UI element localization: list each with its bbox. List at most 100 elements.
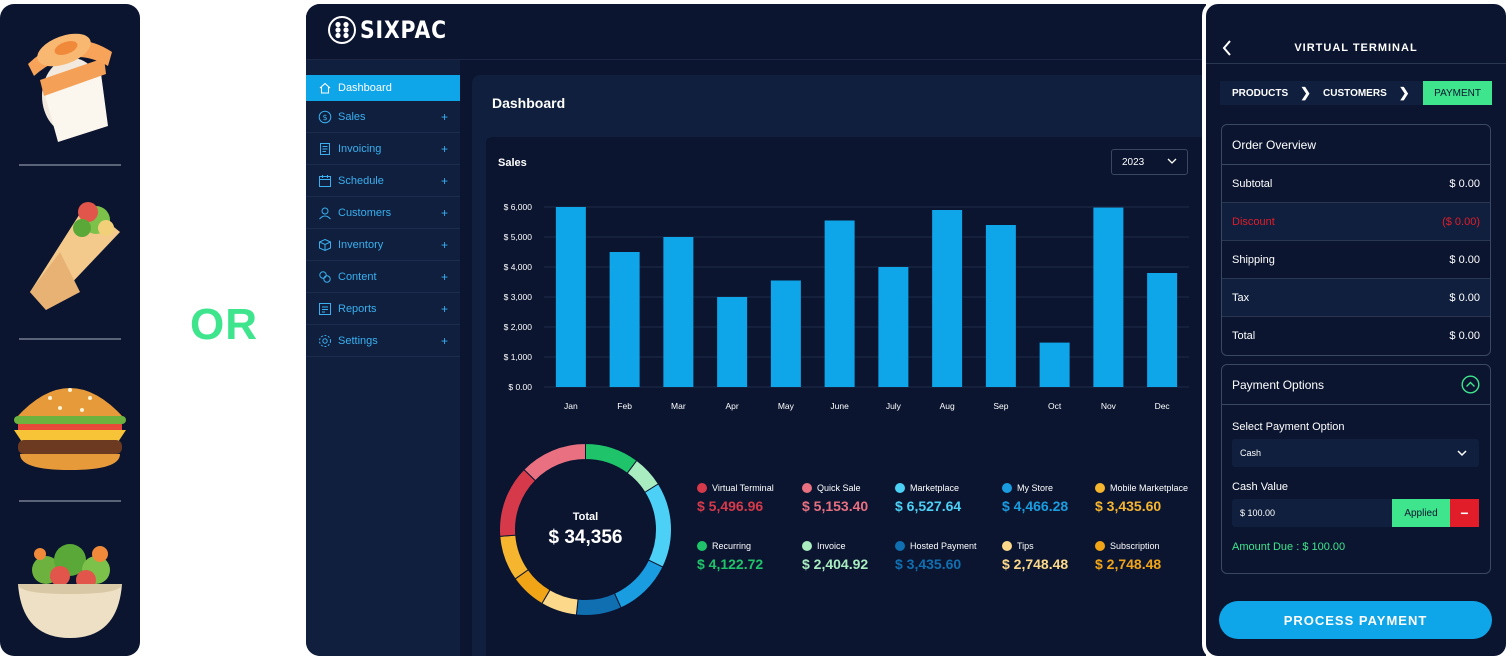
bar-oct[interactable]	[1039, 342, 1070, 387]
collapse-icon[interactable]	[1461, 375, 1480, 394]
y-tick-label: $ 0.00	[508, 382, 532, 392]
content-icon	[319, 270, 331, 283]
x-tick-label: Jan	[564, 401, 578, 411]
sidebar-item-schedule[interactable]: Schedule +	[306, 165, 460, 197]
chevron-right-icon: ❯	[1300, 85, 1312, 100]
bar-june[interactable]	[824, 220, 855, 388]
cash-value-input[interactable]: $ 100.00	[1232, 499, 1392, 527]
step-payment[interactable]: PAYMENT	[1423, 81, 1492, 105]
food-column	[0, 4, 140, 656]
logo[interactable]: SIXPAC	[328, 16, 462, 44]
bar-apr[interactable]	[717, 297, 748, 387]
tax-value: $ 0.00	[1449, 291, 1480, 304]
expand-icon[interactable]: +	[440, 141, 448, 156]
y-tick-label: $ 4,000	[504, 262, 533, 272]
subtotal-value: $ 0.00	[1449, 177, 1480, 190]
select-payment-label: Select Payment Option	[1232, 421, 1345, 433]
legend-label: Marketplace	[910, 483, 960, 493]
legend-value: $ 2,748.48	[1002, 556, 1069, 572]
legend-dot	[895, 541, 905, 551]
x-tick-label: Nov	[1101, 401, 1117, 411]
expand-icon[interactable]: +	[440, 205, 448, 220]
x-tick-label: Oct	[1048, 401, 1062, 411]
sidebar-item-reports[interactable]: Reports +	[306, 293, 460, 325]
x-tick-label: Dec	[1155, 401, 1171, 411]
top-bar: SIXPAC	[306, 4, 1206, 60]
sidebar-item-label: Inventory	[338, 238, 384, 251]
expand-icon[interactable]: +	[440, 333, 448, 348]
legend-item: Quick Sale $ 5,153.40	[802, 483, 912, 514]
shipping-value: $ 0.00	[1449, 253, 1480, 266]
step-products[interactable]: PRODUCTS	[1232, 87, 1289, 99]
expand-icon[interactable]: +	[440, 301, 448, 316]
legend-name: Virtual Terminal	[697, 483, 807, 493]
applied-button[interactable]: Applied	[1392, 499, 1450, 527]
donut-svg	[499, 442, 672, 616]
sidebar-item-dashboard[interactable]: Dashboard	[306, 75, 460, 101]
report-icon	[319, 302, 331, 315]
burger-image	[0, 348, 140, 498]
bar-sep[interactable]	[985, 225, 1016, 387]
sidebar-item-label: Dashboard	[338, 82, 392, 94]
bar-may[interactable]	[770, 280, 801, 388]
legend-item: Invoice $ 2,404.92	[802, 541, 912, 572]
virtual-terminal: VIRTUAL TERMINAL PRODUCTS ❯ CUSTOMERS ❯ …	[1202, 0, 1510, 660]
sixpac-logo-icon	[328, 16, 356, 44]
legend-label: Hosted Payment	[910, 541, 977, 551]
chevron-right-icon: ❯	[1398, 85, 1410, 100]
bar-nov[interactable]	[1093, 207, 1124, 387]
legend-label: Mobile Marketplace	[1110, 483, 1189, 493]
sidebar-item-invoicing[interactable]: Invoicing +	[306, 133, 460, 165]
sidebar-item-label: Customers	[338, 206, 392, 219]
bar-jan[interactable]	[555, 207, 586, 387]
sidebar-item-settings[interactable]: Settings +	[306, 325, 460, 357]
x-tick-label: July	[886, 401, 902, 411]
expand-icon[interactable]: +	[440, 269, 448, 284]
back-arrow-icon[interactable]	[1220, 38, 1234, 58]
donut-slice-quick-sale[interactable]	[523, 442, 586, 482]
y-tick-label: $ 3,000	[504, 292, 533, 302]
payment-options-header[interactable]: Payment Options	[1222, 365, 1490, 405]
sidebar-item-inventory[interactable]: Inventory +	[306, 229, 460, 261]
sidebar-item-label: Reports	[338, 302, 377, 315]
legend-label: My Store	[1017, 483, 1054, 493]
legend-value: $ 4,466.28	[1002, 498, 1069, 514]
dollar-icon: $	[318, 110, 332, 123]
legend-value: $ 2,748.48	[1095, 556, 1162, 572]
divider	[19, 500, 121, 502]
step-customers[interactable]: CUSTOMERS	[1323, 87, 1387, 99]
bar-mar[interactable]	[663, 237, 694, 387]
bar-dec[interactable]	[1147, 273, 1178, 387]
wrap-image	[0, 182, 140, 332]
expand-icon[interactable]: +	[440, 173, 448, 188]
divider	[19, 338, 121, 340]
total-value: $ 0.00	[1449, 330, 1480, 342]
legend-name: Tips	[1002, 541, 1112, 551]
bar-chart: $ 0.00 $ 1,000 $ 2,000 $ 3,000 $ 4,000 $ 5,00…	[504, 202, 1189, 411]
legend-label: Invoice	[817, 541, 846, 551]
process-payment-button[interactable]: PROCESS PAYMENT	[1219, 601, 1492, 639]
expand-icon[interactable]: +	[440, 109, 448, 124]
coffee-cup-image	[0, 14, 140, 164]
amount-due: Amount Due : $ 100.00	[1232, 541, 1346, 553]
legend-name: Recurring	[697, 541, 807, 551]
discount-value: ($ 0.00)	[1442, 215, 1480, 228]
dashboard-app: SIXPAC Dashboard $ Sales + Invoicing + S…	[306, 4, 1206, 656]
year-select[interactable]: 2023	[1111, 149, 1188, 175]
bar-july[interactable]	[878, 267, 909, 387]
bar-feb[interactable]	[609, 252, 640, 387]
order-overview-title: Order Overview	[1222, 125, 1490, 165]
legend-dot	[802, 483, 812, 493]
remove-button[interactable]: −	[1450, 499, 1479, 527]
sidebar-item-content[interactable]: Content +	[306, 261, 460, 293]
sidebar-item-customers[interactable]: Customers +	[306, 197, 460, 229]
bar-aug[interactable]	[932, 210, 963, 387]
expand-icon[interactable]: +	[440, 237, 448, 252]
sidebar-item-sales[interactable]: $ Sales +	[306, 101, 460, 133]
discount-label: Discount	[1232, 215, 1275, 228]
payment-option-select[interactable]: Cash	[1232, 439, 1479, 467]
x-tick-label: May	[778, 401, 795, 411]
chart-title: Sales	[498, 157, 527, 169]
y-tick-label: $ 5,000	[504, 232, 533, 242]
